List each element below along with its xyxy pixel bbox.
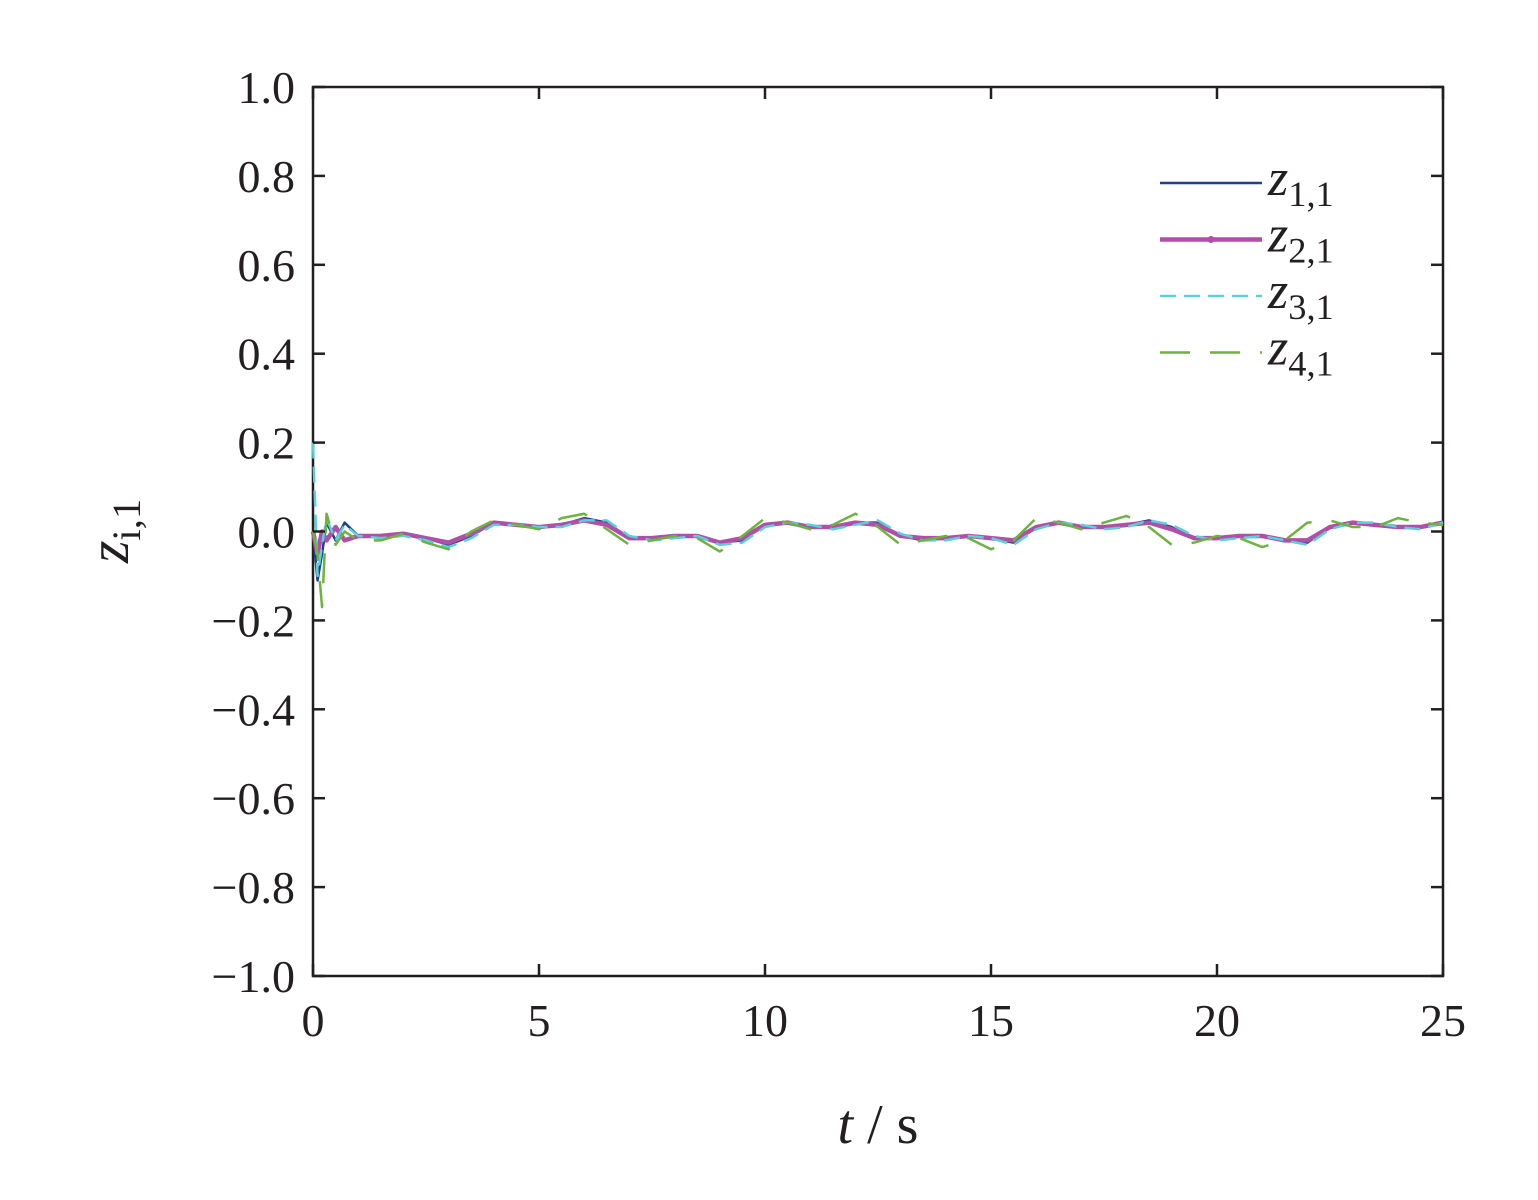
legend-marker xyxy=(1207,236,1215,243)
x-tick-label: 0 xyxy=(302,995,325,1046)
x-tick-label: 15 xyxy=(968,995,1014,1046)
series-line xyxy=(311,512,1444,609)
y-tick-label: −0.4 xyxy=(212,684,295,735)
y-tick-label: 1.0 xyxy=(238,62,296,113)
y-tick-label: −1.0 xyxy=(212,951,295,1002)
legend-label: z1,1 xyxy=(1267,150,1334,214)
y-tick-label: 0.2 xyxy=(238,418,296,469)
y-tick-label: −0.6 xyxy=(212,773,295,824)
y-tick-label: 0.4 xyxy=(238,329,296,380)
y-tick-label: −0.2 xyxy=(212,595,295,646)
x-tick-label: 5 xyxy=(528,995,551,1046)
plot-area xyxy=(310,442,1444,609)
x-tick-label: 10 xyxy=(742,995,788,1046)
y-tick-label: 0.6 xyxy=(238,240,296,291)
legend-label: z4,1 xyxy=(1267,320,1334,384)
series-line xyxy=(310,518,1444,556)
legend-label: z3,1 xyxy=(1267,263,1334,327)
y-tick-label: −0.8 xyxy=(212,862,295,913)
y-axis-label: zi,1 xyxy=(76,499,149,564)
y-tick-label: 0.0 xyxy=(238,507,296,558)
x-tick-label: 20 xyxy=(1194,995,1240,1046)
series-line xyxy=(311,442,1444,578)
y-tick-label: 0.8 xyxy=(238,151,296,202)
x-tick-label: 25 xyxy=(1420,995,1466,1046)
legend-label: z2,1 xyxy=(1267,207,1334,271)
x-axis-label: t / s xyxy=(838,1094,919,1156)
